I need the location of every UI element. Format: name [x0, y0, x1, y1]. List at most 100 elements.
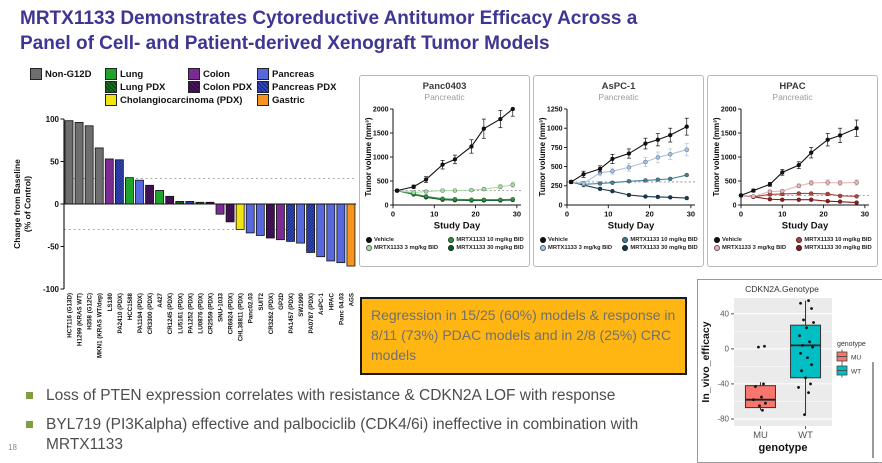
- tumor-growth-panels: Panc0403 Pancreatic 0 500 1000 1500 2000 0 10 20 3…: [359, 75, 878, 267]
- legend-swatch: [105, 81, 117, 93]
- bullet-item: Loss of PTEN expression correlates with …: [26, 386, 681, 406]
- data-point: [440, 196, 445, 202]
- legend-marker: [540, 237, 546, 243]
- data-point: [808, 197, 814, 202]
- x-tick-label: 20: [471, 210, 479, 219]
- legend-marker: [540, 245, 546, 251]
- cdkn2a-boxplot-card: CDKN2A.Genotype MU WT 40 0 -40 -80 genotype In_…: [697, 279, 882, 463]
- y-tick-label: 1500: [721, 130, 737, 137]
- data-point: [780, 188, 785, 194]
- x-tick-label: 20: [645, 210, 653, 219]
- chart-legend: Vehicle MRTX1133 3 mg/kg BID MRTX1133 10 m…: [534, 235, 703, 251]
- legend-marker: [796, 237, 803, 243]
- legend-marker: [622, 245, 629, 251]
- legend-label: Vehicle: [374, 237, 394, 243]
- waterfall-bar: [125, 177, 134, 205]
- slide-title-line2: Panel of Cell- and Patient-derived Xenog…: [20, 33, 550, 55]
- data-point: [762, 382, 765, 386]
- data-point: [667, 195, 673, 200]
- data-point: [498, 184, 503, 190]
- x-tick-label: 0: [391, 210, 395, 219]
- chart-legend: Vehicle MRTX1133 3 mg/kg BID MRTX1133 10 m…: [360, 235, 529, 251]
- waterfall-x-label: SW1990: [298, 292, 305, 316]
- data-point: [763, 344, 766, 348]
- waterfall-x-label: CR3262 (PDX): [268, 293, 275, 334]
- x-tick-label: 30: [513, 210, 521, 219]
- data-point: [394, 188, 400, 193]
- data-point: [758, 404, 761, 408]
- data-point: [655, 194, 661, 200]
- data-point: [655, 177, 661, 182]
- waterfall-x-label: LU5161 (PDX): [177, 293, 184, 334]
- data-point: [751, 194, 756, 199]
- data-point: [643, 141, 648, 146]
- y-tick-label: -80: [717, 415, 729, 424]
- y-tick-label: 750: [551, 145, 563, 152]
- waterfall-x-label: PA1194 (PDX): [137, 293, 144, 333]
- data-point: [802, 318, 805, 322]
- y-tick-label: 2000: [721, 106, 737, 113]
- legend-swatch: [30, 68, 42, 80]
- data-point: [767, 182, 773, 187]
- boxplot-title: CDKN2A.Genotype: [745, 284, 819, 294]
- data-point: [854, 180, 859, 185]
- legend-item: MRTX1133 10 mg/kg BID: [448, 237, 526, 243]
- y-tick-label: 1250: [547, 106, 563, 113]
- y-tick-label: 500: [725, 178, 737, 185]
- data-point: [780, 197, 785, 202]
- waterfall-x-label: H358 (G12C): [87, 293, 94, 330]
- data-point: [854, 200, 859, 205]
- waterfall-x-label: CR1245 (PDX): [167, 293, 174, 334]
- x-tick-label: 10: [604, 210, 612, 219]
- data-point: [440, 188, 445, 193]
- chart-subtitle: Pancreatic: [598, 92, 639, 102]
- data-point: [798, 334, 801, 338]
- waterfall-x-label: AGS: [348, 293, 355, 306]
- legend-item: Non-G12D: [30, 68, 91, 80]
- data-point: [452, 196, 458, 202]
- x-tick-label: WT: [798, 430, 813, 441]
- data-point: [799, 351, 802, 355]
- waterfall-bar: [94, 147, 104, 205]
- data-point: [800, 369, 803, 373]
- data-point: [684, 195, 689, 201]
- y-tick-label: -40: [717, 380, 729, 389]
- legend-item: MRTX1133 3 mg/kg BID: [540, 245, 614, 251]
- waterfall-x-label: PA0787 (PDX): [308, 293, 315, 333]
- waterfall-x-label: HPAC: [328, 292, 335, 310]
- waterfall-bar: [155, 190, 165, 205]
- legend-item: MRTX1133 10 mg/kg BID: [622, 237, 700, 243]
- waterfall-y-tick: 100: [46, 115, 60, 124]
- data-point: [796, 191, 802, 196]
- legend-swatch: [105, 94, 117, 106]
- legend-marker: [448, 245, 455, 251]
- y-axis-label: Tumor volume (mm³): [712, 117, 721, 196]
- data-point: [498, 197, 503, 202]
- data-point: [811, 345, 814, 349]
- tumor-chart-plot: 0 500 1000 1500 2000 0 10 20 30 Study Day Tumor vo…: [364, 106, 521, 231]
- y-tick-label: 2000: [373, 106, 389, 113]
- waterfall-x-label: A427: [157, 292, 164, 307]
- legend-item: Gastric: [257, 94, 305, 106]
- tumor-chart-plot: 0 500 1000 1500 2000 0 10 20 30 Study Day Tumor vo…: [712, 106, 869, 231]
- waterfall-bar: [316, 203, 326, 258]
- data-point: [610, 156, 615, 162]
- data-point: [684, 172, 689, 178]
- data-point: [610, 188, 615, 194]
- tumor-chart-card: Panc0403 Pancreatic 0 500 1000 1500 2000 0 10 20 3…: [359, 75, 530, 267]
- legend-label: Pancreas PDX: [272, 81, 337, 93]
- data-point: [825, 198, 830, 204]
- data-point: [452, 188, 458, 193]
- waterfall-x-label: MKN1 (KRAS WT/dep): [97, 293, 104, 358]
- data-point: [469, 187, 474, 193]
- legend-swatch: [257, 81, 269, 93]
- legend-label: Colon: [203, 68, 230, 80]
- legend-marker: [366, 237, 372, 243]
- data-point: [808, 340, 811, 344]
- y-tick-label: 40: [720, 309, 729, 318]
- waterfall-x-label: SUIT2: [258, 292, 265, 310]
- waterfall-y-tick: -50: [47, 242, 59, 251]
- bullet-text: BYL719 (PI3Kalpha) effective and palboci…: [46, 416, 639, 454]
